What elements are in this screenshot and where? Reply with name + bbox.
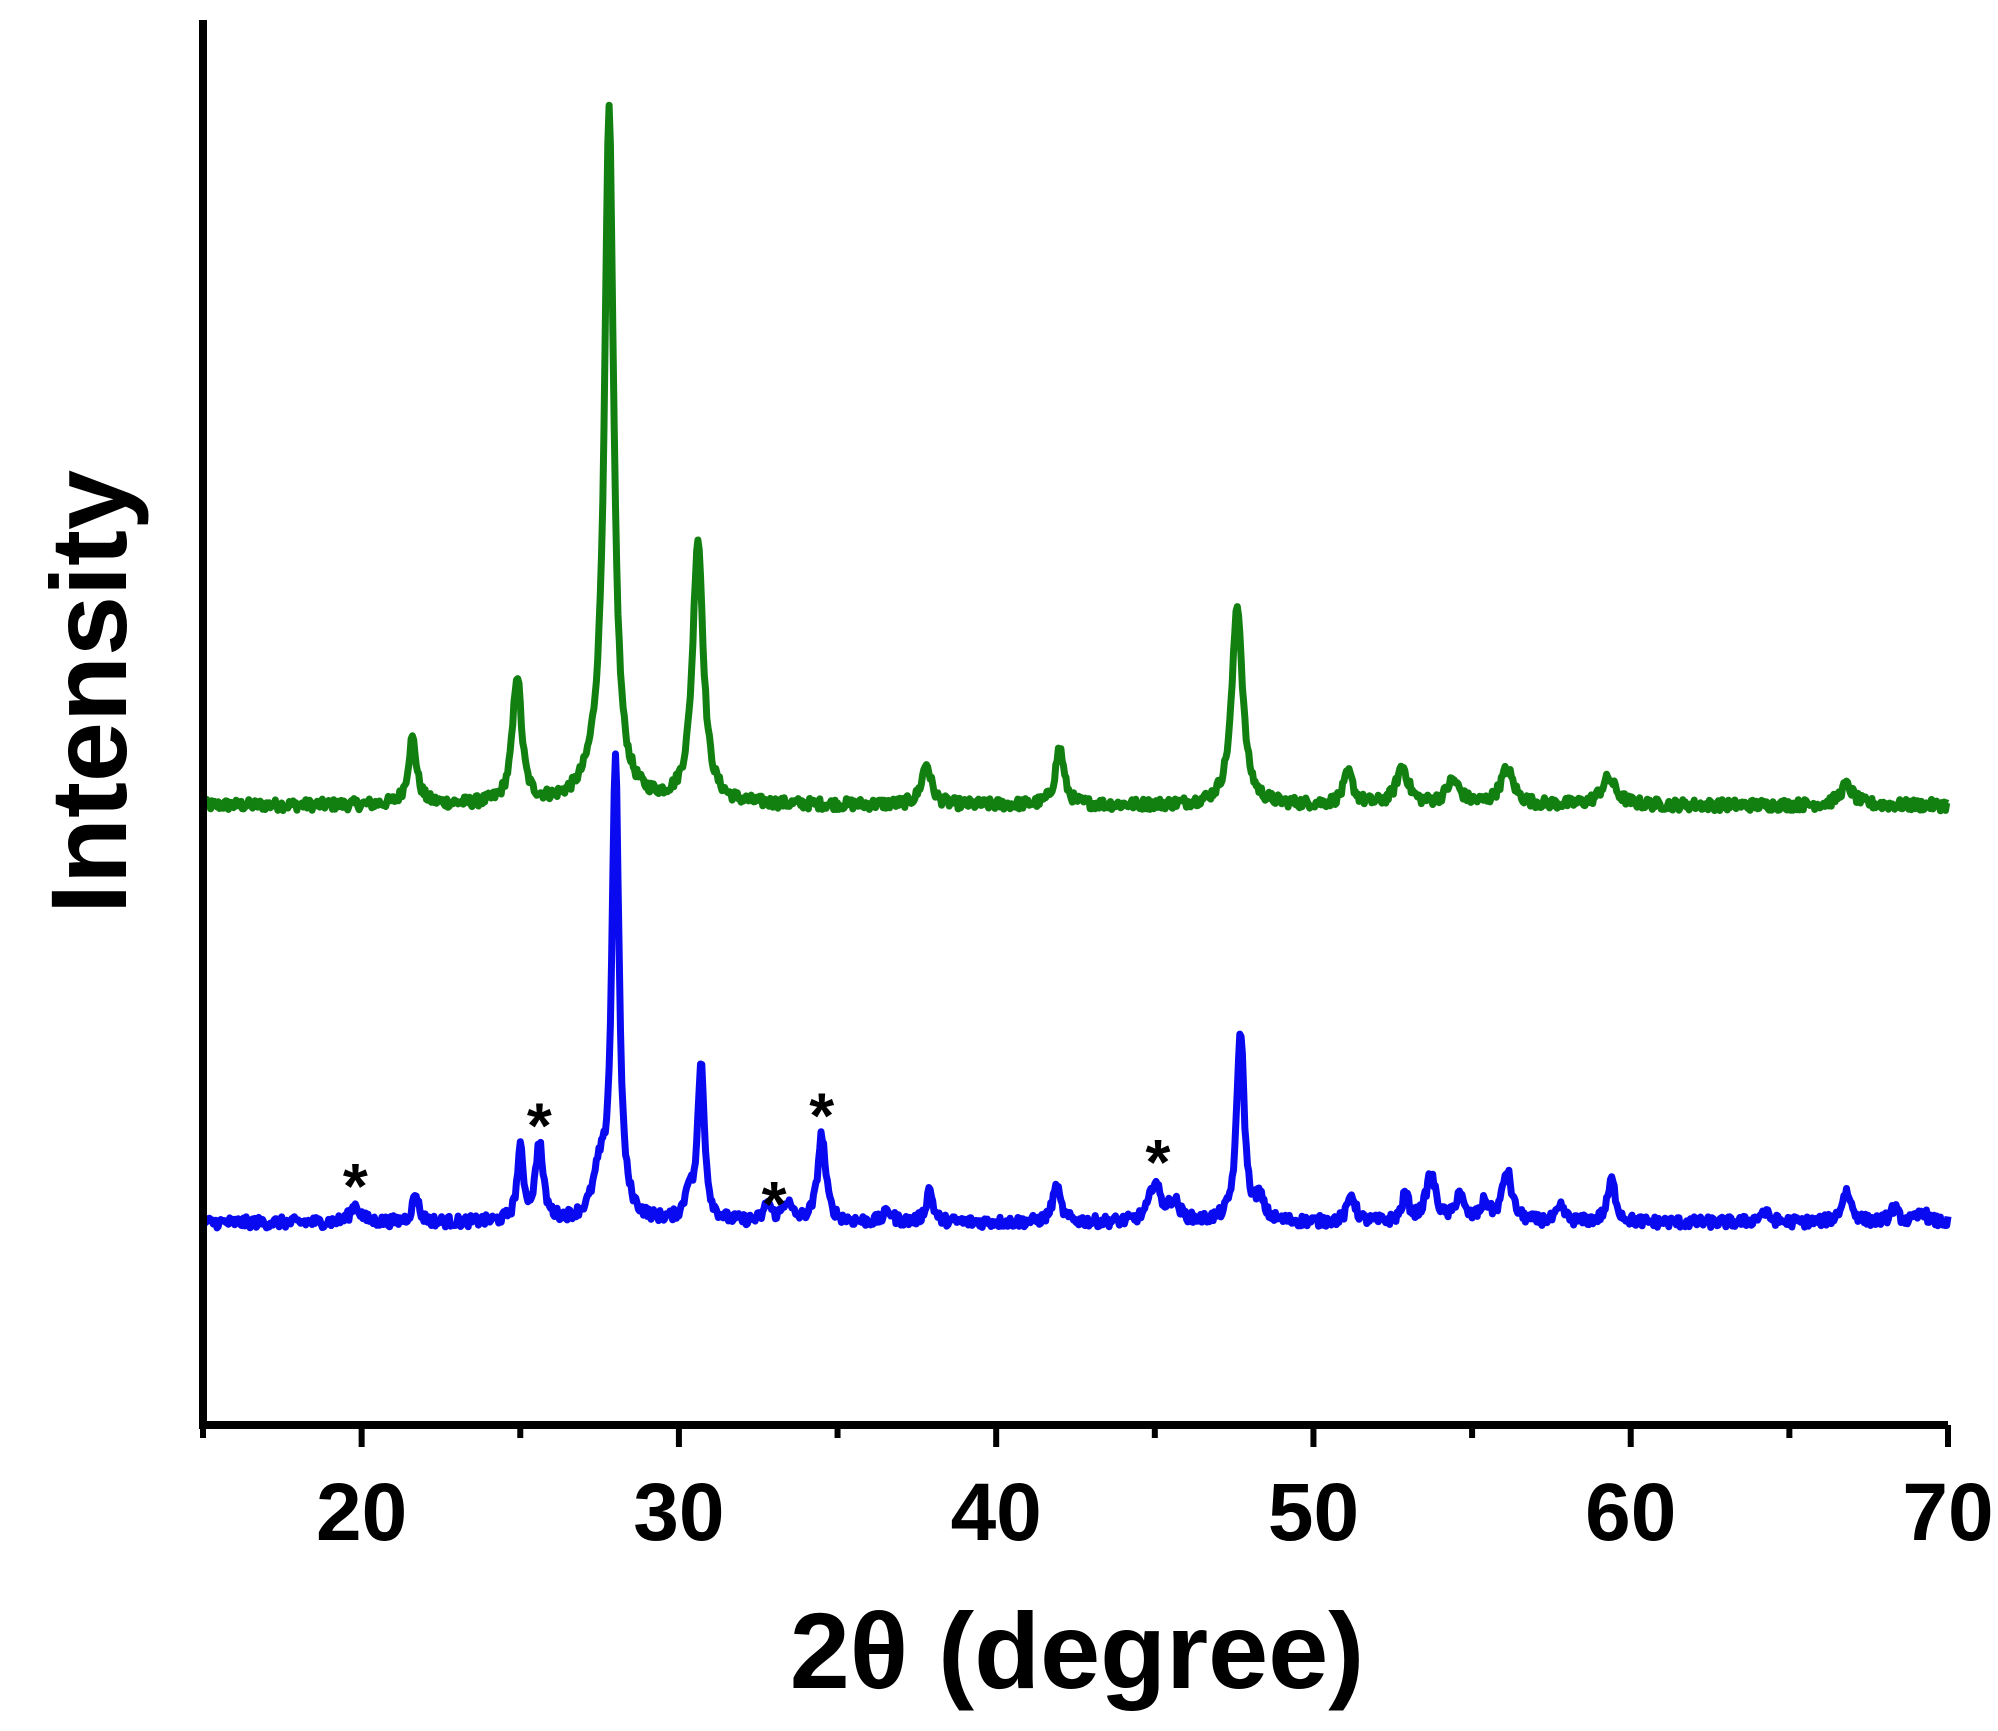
- x-axis-label: 2θ (degree): [790, 1590, 1365, 1711]
- x-tick-label: 30: [633, 1467, 724, 1558]
- axes: [199, 20, 1948, 1429]
- x-tick-label: 60: [1585, 1467, 1676, 1558]
- x-ticks: 20 30 40 50 60 70: [200, 1425, 1994, 1558]
- peak-marker-star: *: [343, 1150, 368, 1222]
- series-line-2: [199, 750, 1952, 1232]
- series-line-1: [199, 101, 1951, 815]
- x-tick-label: 40: [951, 1467, 1042, 1558]
- peak-marker-star: *: [527, 1089, 552, 1161]
- x-tick-label: 50: [1268, 1467, 1359, 1558]
- annotations: * * * * *: [343, 1080, 1171, 1241]
- x-tick-label: 20: [316, 1467, 407, 1558]
- peak-marker-star: *: [1146, 1126, 1171, 1198]
- series-layer: [199, 101, 1952, 1232]
- y-axis-label: Intensity: [28, 470, 149, 914]
- peak-marker-star: *: [809, 1080, 834, 1152]
- x-tick-label: 70: [1902, 1467, 1993, 1558]
- peak-marker-star: *: [762, 1168, 787, 1240]
